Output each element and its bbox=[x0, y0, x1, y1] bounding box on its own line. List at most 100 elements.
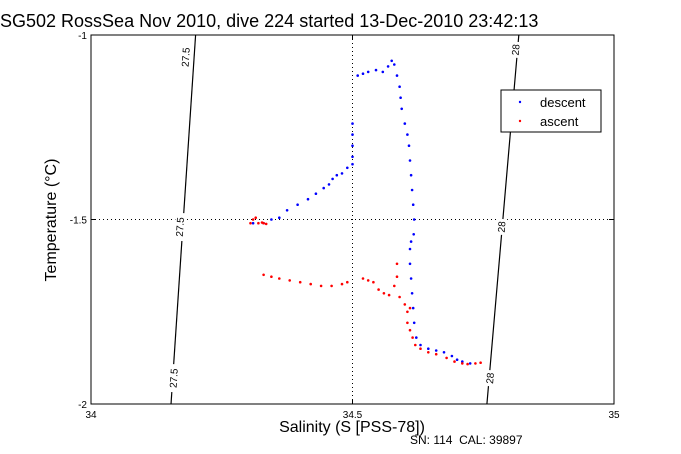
descent-point bbox=[406, 133, 409, 136]
descent-point bbox=[356, 74, 360, 77]
descent-point bbox=[386, 65, 390, 68]
descent-point bbox=[434, 349, 438, 352]
descent-point bbox=[395, 74, 399, 77]
density-contours: 27.5 27.5 27.5 28 28 28 bbox=[167, 34, 523, 405]
ascent-point bbox=[298, 280, 302, 284]
descent-point bbox=[403, 122, 407, 125]
descent-point bbox=[468, 362, 472, 365]
contour-label: 27.5 bbox=[167, 363, 181, 393]
descent-point bbox=[442, 351, 446, 354]
contour-label-text: 28 bbox=[485, 372, 497, 384]
ascent-point bbox=[406, 321, 409, 325]
descent-point bbox=[351, 133, 354, 136]
descent-point bbox=[393, 63, 396, 66]
contour-label-text: 28 bbox=[497, 221, 509, 233]
ascent-point bbox=[419, 347, 422, 351]
descent-point bbox=[314, 192, 318, 195]
descent-point bbox=[419, 343, 422, 347]
descent-point bbox=[381, 70, 385, 74]
descent-point bbox=[278, 216, 281, 219]
descent-point bbox=[408, 262, 412, 266]
descent-point bbox=[351, 144, 354, 147]
ascent-point bbox=[406, 310, 409, 314]
contour-label: 27.5 bbox=[179, 42, 193, 72]
descent-point bbox=[366, 70, 370, 74]
contour-label: 28 bbox=[484, 369, 497, 387]
contour-label-bg bbox=[173, 212, 186, 242]
x-tick-label: 34.5 bbox=[343, 410, 363, 421]
descent-point bbox=[374, 68, 378, 72]
ascent-point bbox=[387, 293, 391, 297]
grid-lines bbox=[91, 35, 614, 404]
contour-label-bg bbox=[484, 369, 496, 387]
legend: descent ascent bbox=[500, 89, 602, 133]
legend-label-ascent: ascent bbox=[540, 114, 579, 129]
ascent-point bbox=[453, 360, 456, 363]
ascent-point bbox=[403, 303, 407, 306]
descent-point bbox=[410, 292, 414, 295]
ascent-point bbox=[408, 306, 412, 310]
ascent-point bbox=[411, 336, 414, 339]
ascent-point bbox=[395, 262, 399, 266]
descent-point bbox=[346, 166, 349, 170]
ascent-point bbox=[408, 328, 412, 332]
contour-label: 28 bbox=[510, 41, 523, 59]
ascent-point bbox=[270, 275, 273, 279]
contour-label-bg bbox=[495, 218, 508, 236]
ascent-point bbox=[393, 284, 396, 288]
ascent-point bbox=[346, 280, 349, 284]
descent-point bbox=[351, 122, 354, 125]
descent-point bbox=[335, 173, 339, 177]
descent-point bbox=[407, 144, 411, 147]
footer-text: SN: 114 CAL: 39897 bbox=[410, 433, 523, 447]
contour-label-text: 28 bbox=[511, 43, 523, 55]
legend-marker-descent bbox=[518, 100, 522, 104]
descent-point bbox=[306, 197, 310, 201]
descent-point bbox=[412, 218, 416, 221]
y-tick-label: -1 bbox=[78, 31, 87, 42]
x-tick-label: 35 bbox=[608, 410, 620, 421]
ascent-point bbox=[466, 362, 469, 366]
ascent-point bbox=[251, 218, 255, 221]
descent-point bbox=[296, 203, 299, 206]
descent-point bbox=[351, 162, 354, 166]
descent-point bbox=[327, 183, 331, 186]
ascent-point bbox=[366, 279, 370, 282]
descent-point bbox=[461, 360, 464, 363]
contour-label: 27.5 bbox=[173, 212, 187, 242]
descent-point bbox=[361, 72, 365, 75]
ascent-point bbox=[262, 273, 265, 277]
descent-point bbox=[412, 233, 416, 236]
contour-label-text: 27.5 bbox=[175, 216, 187, 237]
descent-point bbox=[408, 247, 412, 251]
ascent-point bbox=[330, 284, 333, 288]
contour-label-text: 27.5 bbox=[168, 368, 180, 389]
contour-label-bg bbox=[179, 42, 192, 72]
y-tick-label: -2 bbox=[78, 400, 87, 411]
descent-point bbox=[285, 209, 289, 212]
descent-point bbox=[411, 203, 415, 206]
ascent-point bbox=[461, 362, 464, 365]
descent-point bbox=[409, 240, 413, 243]
descent-point bbox=[455, 358, 459, 362]
descent-point bbox=[400, 107, 404, 111]
descent-point bbox=[408, 159, 412, 162]
ascent-point bbox=[254, 216, 257, 219]
descent-point bbox=[340, 172, 344, 175]
chart-title: SG502 RossSea Nov 2010, dive 224 started… bbox=[0, 11, 538, 31]
ascent-point bbox=[288, 279, 292, 282]
ascent-point bbox=[361, 277, 365, 280]
ascent-point bbox=[262, 221, 265, 225]
descent-point bbox=[412, 321, 416, 325]
ascent-point bbox=[278, 277, 281, 280]
ascent-point bbox=[249, 221, 252, 225]
legend-box bbox=[500, 89, 602, 133]
descent-point bbox=[450, 354, 454, 358]
descent-point bbox=[427, 347, 430, 351]
ascent-point bbox=[445, 356, 448, 360]
descent-point bbox=[322, 186, 326, 190]
ascent-point bbox=[264, 222, 268, 226]
ascent-point bbox=[309, 282, 313, 286]
ascent-point bbox=[479, 361, 482, 365]
ascent-point bbox=[398, 295, 401, 299]
